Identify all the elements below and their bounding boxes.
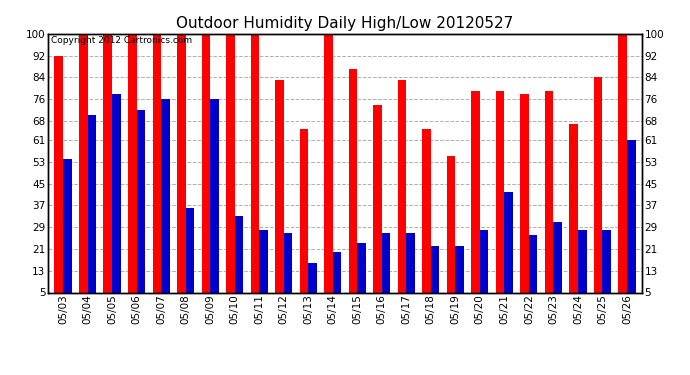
- Bar: [177, 34, 186, 292]
- Bar: [275, 80, 284, 292]
- Bar: [79, 34, 88, 292]
- Bar: [446, 156, 455, 292]
- Bar: [201, 34, 210, 292]
- Bar: [308, 262, 317, 292]
- Bar: [545, 91, 553, 292]
- Bar: [529, 235, 538, 292]
- Bar: [333, 252, 342, 292]
- Bar: [504, 192, 513, 292]
- Bar: [455, 246, 464, 292]
- Bar: [406, 232, 415, 292]
- Bar: [373, 105, 382, 292]
- Bar: [382, 232, 391, 292]
- Bar: [602, 230, 611, 292]
- Bar: [128, 34, 137, 292]
- Bar: [496, 91, 504, 292]
- Bar: [152, 34, 161, 292]
- Bar: [569, 124, 578, 292]
- Bar: [480, 230, 489, 292]
- Bar: [431, 246, 440, 292]
- Title: Outdoor Humidity Daily High/Low 20120527: Outdoor Humidity Daily High/Low 20120527: [177, 16, 513, 31]
- Bar: [284, 232, 293, 292]
- Bar: [63, 159, 72, 292]
- Bar: [88, 116, 96, 292]
- Bar: [520, 94, 529, 292]
- Bar: [397, 80, 406, 292]
- Bar: [594, 77, 602, 292]
- Bar: [210, 99, 219, 292]
- Bar: [299, 129, 308, 292]
- Bar: [55, 56, 63, 292]
- Bar: [259, 230, 268, 292]
- Bar: [471, 91, 480, 292]
- Bar: [618, 34, 627, 292]
- Bar: [112, 94, 121, 292]
- Bar: [226, 34, 235, 292]
- Bar: [250, 34, 259, 292]
- Bar: [627, 140, 635, 292]
- Bar: [553, 222, 562, 292]
- Bar: [104, 34, 112, 292]
- Bar: [422, 129, 431, 292]
- Bar: [348, 69, 357, 292]
- Bar: [235, 216, 244, 292]
- Bar: [578, 230, 586, 292]
- Bar: [324, 34, 333, 292]
- Text: Copyright 2012 Cartronics.com: Copyright 2012 Cartronics.com: [51, 36, 193, 45]
- Bar: [161, 99, 170, 292]
- Bar: [137, 110, 145, 292]
- Bar: [186, 208, 194, 292]
- Bar: [357, 243, 366, 292]
